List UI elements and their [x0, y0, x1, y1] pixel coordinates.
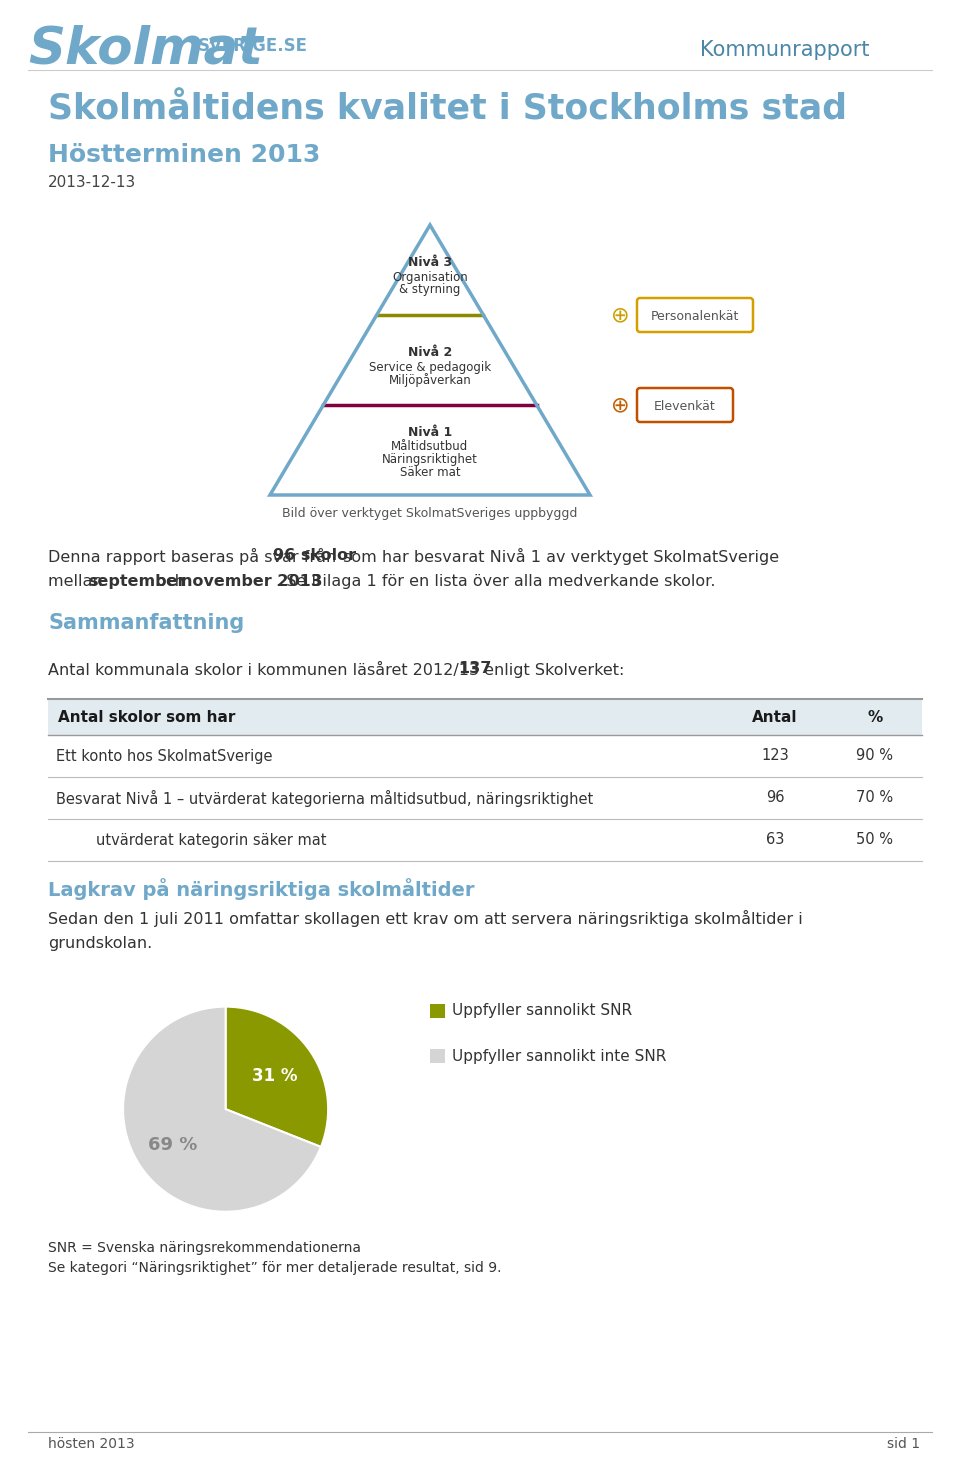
- Text: mellan: mellan: [48, 574, 108, 589]
- FancyBboxPatch shape: [430, 1049, 445, 1064]
- Text: ⊕: ⊕: [611, 396, 630, 415]
- Text: Näringsriktighet: Näringsriktighet: [382, 453, 478, 466]
- Text: Miljöpåverkan: Miljöpåverkan: [389, 374, 471, 387]
- Text: Besvarat Nivå 1 – utvärderat kategorierna måltidsutbud, näringsriktighet: Besvarat Nivå 1 – utvärderat kategoriern…: [56, 790, 593, 807]
- Text: 90 %: 90 %: [856, 749, 894, 763]
- Text: Höstterminen 2013: Höstterminen 2013: [48, 144, 321, 167]
- Text: Uppfyller sannolikt SNR: Uppfyller sannolikt SNR: [452, 1004, 632, 1018]
- Text: 50 %: 50 %: [856, 832, 894, 847]
- Text: sid 1: sid 1: [887, 1437, 920, 1450]
- Text: ⊕: ⊕: [611, 305, 630, 325]
- Text: Organisation: Organisation: [392, 271, 468, 284]
- Text: Kommunrapport: Kommunrapport: [700, 40, 870, 60]
- Text: Antal: Antal: [753, 709, 798, 725]
- Text: Antal skolor som har: Antal skolor som har: [58, 709, 235, 725]
- Text: Nivå 2: Nivå 2: [408, 346, 452, 359]
- Text: 2013-12-13: 2013-12-13: [48, 174, 136, 190]
- FancyBboxPatch shape: [637, 388, 733, 422]
- Text: & styrning: & styrning: [399, 284, 461, 296]
- FancyBboxPatch shape: [430, 1004, 445, 1018]
- Text: som har besvarat Nivå 1 av verktyget SkolmatSverige: som har besvarat Nivå 1 av verktyget Sko…: [338, 548, 780, 565]
- Text: . Se Bilaga 1 för en lista över alla medverkande skolor.: . Se Bilaga 1 för en lista över alla med…: [276, 574, 715, 589]
- Text: Nivå 3: Nivå 3: [408, 255, 452, 268]
- Wedge shape: [226, 1006, 328, 1147]
- Text: 31 %: 31 %: [252, 1067, 298, 1084]
- Text: Uppfyller sannolikt inte SNR: Uppfyller sannolikt inte SNR: [452, 1049, 666, 1064]
- Text: SVERIGE.SE: SVERIGE.SE: [198, 37, 308, 56]
- Text: 63: 63: [766, 832, 784, 847]
- Text: 123: 123: [761, 749, 789, 763]
- FancyBboxPatch shape: [48, 699, 922, 735]
- Text: Elevenkät: Elevenkät: [654, 400, 716, 413]
- Text: 70 %: 70 %: [856, 791, 894, 806]
- Text: Nivå 1: Nivå 1: [408, 425, 452, 438]
- Text: Lagkrav på näringsriktiga skolmåltider: Lagkrav på näringsriktiga skolmåltider: [48, 878, 474, 900]
- Text: %: %: [868, 709, 882, 725]
- Text: 96: 96: [766, 791, 784, 806]
- FancyBboxPatch shape: [637, 297, 753, 333]
- Text: 69 %: 69 %: [149, 1135, 198, 1154]
- Text: september: september: [88, 574, 185, 589]
- Text: utvärderat kategorin säker mat: utvärderat kategorin säker mat: [96, 832, 326, 847]
- Text: 96 skolor: 96 skolor: [273, 548, 356, 563]
- Text: och: och: [151, 574, 190, 589]
- Text: Bild över verktyget SkolmatSveriges uppbyggd: Bild över verktyget SkolmatSveriges uppb…: [282, 507, 578, 520]
- Polygon shape: [270, 226, 590, 495]
- Text: grundskolan.: grundskolan.: [48, 936, 153, 951]
- Text: Se kategori “Näringsriktighet” för mer detaljerade resultat, sid 9.: Se kategori “Näringsriktighet” för mer d…: [48, 1261, 501, 1276]
- Text: Antal kommunala skolor i kommunen läsåret 2012/13 enligt Skolverket:: Antal kommunala skolor i kommunen läsåre…: [48, 661, 630, 678]
- Text: Skolmåltidens kvalitet i Stockholms stad: Skolmåltidens kvalitet i Stockholms stad: [48, 92, 847, 127]
- Text: Sammanfattning: Sammanfattning: [48, 612, 244, 633]
- Text: Sedan den 1 juli 2011 omfattar skollagen ett krav om att servera näringsriktiga : Sedan den 1 juli 2011 omfattar skollagen…: [48, 910, 803, 927]
- Text: Säker mat: Säker mat: [399, 466, 460, 479]
- Wedge shape: [123, 1006, 321, 1212]
- Text: hösten 2013: hösten 2013: [48, 1437, 134, 1450]
- Text: 137: 137: [459, 661, 492, 675]
- Text: Personalenkät: Personalenkät: [651, 309, 739, 322]
- Text: Ett konto hos SkolmatSverige: Ett konto hos SkolmatSverige: [56, 749, 273, 763]
- Text: Service & pedagogik: Service & pedagogik: [369, 362, 492, 375]
- Text: Måltidsutbud: Måltidsutbud: [392, 440, 468, 453]
- Text: SNR = Svenska näringsrekommendationerna: SNR = Svenska näringsrekommendationerna: [48, 1241, 361, 1256]
- Text: Skolmat: Skolmat: [28, 25, 263, 75]
- Text: november 2013: november 2013: [181, 574, 322, 589]
- Text: Denna rapport baseras på svar från: Denna rapport baseras på svar från: [48, 548, 342, 565]
